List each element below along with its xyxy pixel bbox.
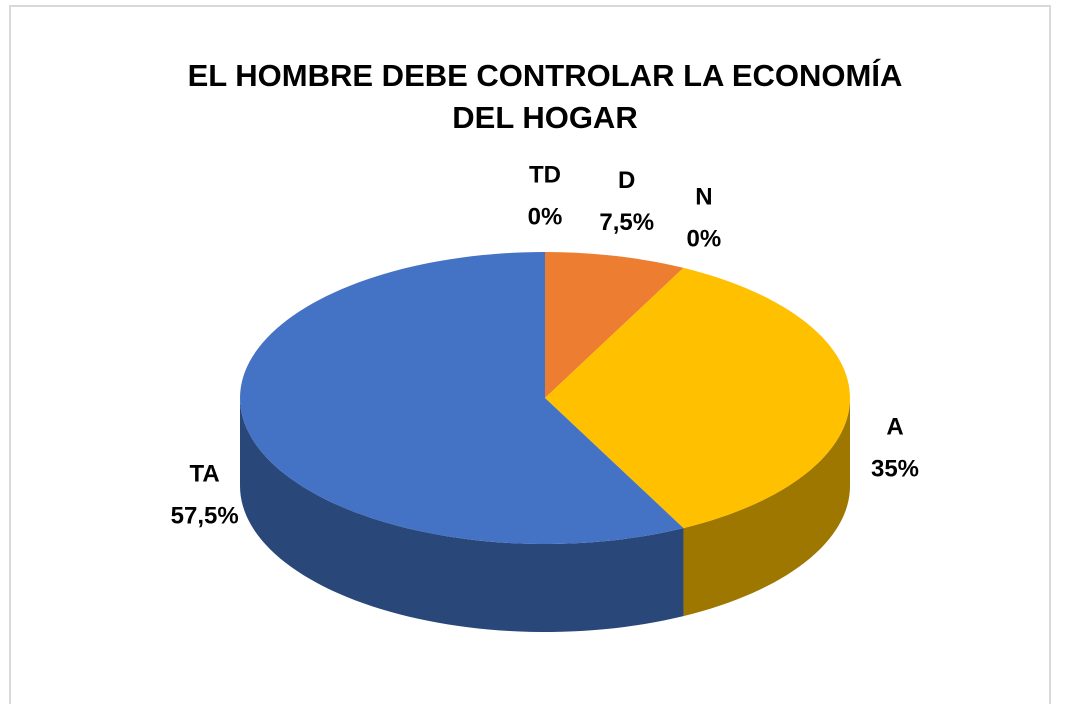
data-label-category: N xyxy=(695,183,712,210)
data-label-category: A xyxy=(886,413,903,440)
data-label-value: 0% xyxy=(687,225,722,252)
pie-slice-side xyxy=(683,398,850,617)
data-label-category: TD xyxy=(529,161,561,188)
chart-title: EL HOMBRE DEBE CONTROLAR LA ECONOMÍA xyxy=(188,58,903,93)
chart-subtitle: DEL HOGAR xyxy=(452,100,637,135)
pie-slice xyxy=(545,252,684,398)
data-label-value: 0% xyxy=(528,203,563,230)
data-label-value: 57,5% xyxy=(171,502,239,529)
data-label-value: 7,5% xyxy=(599,209,654,236)
pie-slice xyxy=(545,267,850,529)
data-label-category: TA xyxy=(190,460,220,487)
data-label-value: 35% xyxy=(871,455,919,482)
pie-slice xyxy=(240,252,684,544)
data-label-category: D xyxy=(618,167,635,194)
pie-slice-side xyxy=(240,398,684,632)
